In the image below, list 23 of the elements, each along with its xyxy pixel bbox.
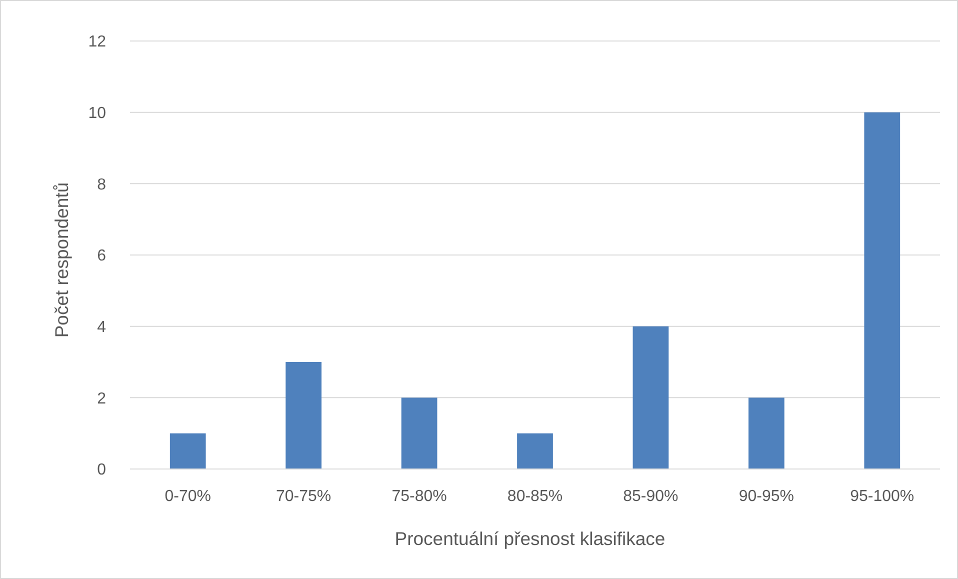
y-axis-title: Počet respondentů — [51, 182, 72, 338]
x-tick-label: 80-85% — [507, 488, 563, 505]
bar — [632, 326, 669, 469]
x-axis-title: Procentuální přesnost klasifikace — [394, 528, 666, 549]
y-tick-label: 10 — [88, 104, 106, 122]
y-tick-label: 2 — [97, 390, 106, 408]
y-tick-label: 8 — [97, 176, 106, 194]
bar — [401, 398, 438, 469]
y-tick-label: 0 — [97, 462, 106, 479]
bar — [864, 112, 900, 469]
bar — [748, 398, 784, 469]
bar — [170, 433, 206, 469]
y-tick-label: 6 — [97, 248, 106, 265]
x-tick-label: 90-95% — [738, 488, 794, 505]
bar — [517, 433, 553, 469]
x-tick-label: 70-75% — [276, 488, 332, 505]
y-tick-label: 4 — [97, 318, 106, 336]
y-tick-label: 12 — [88, 34, 106, 51]
x-tick-label: 0-70% — [164, 488, 211, 505]
x-tick-label: 75-80% — [392, 488, 447, 505]
x-tick-label: 95-100% — [850, 488, 914, 505]
bar — [286, 362, 322, 469]
x-tick-label: 85-90% — [623, 488, 678, 505]
